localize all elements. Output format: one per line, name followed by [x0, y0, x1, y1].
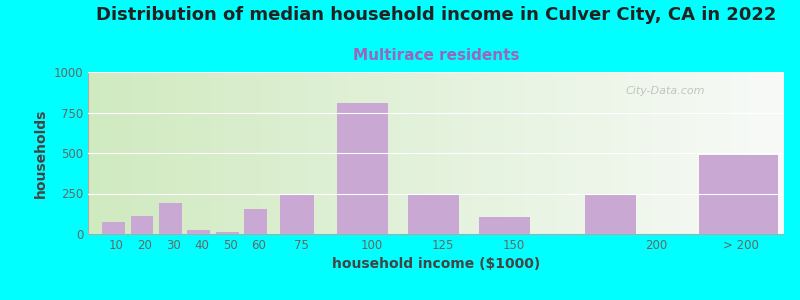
Bar: [337, 103, 388, 234]
Text: Multirace residents: Multirace residents: [353, 48, 519, 63]
Bar: [280, 194, 314, 234]
Bar: [585, 194, 636, 234]
Bar: [478, 217, 530, 234]
Bar: [130, 216, 154, 234]
Bar: [187, 230, 210, 234]
Bar: [159, 203, 182, 234]
Text: Distribution of median household income in Culver City, CA in 2022: Distribution of median household income …: [96, 6, 776, 24]
Bar: [698, 154, 778, 234]
Y-axis label: households: households: [34, 108, 48, 198]
Text: City-Data.com: City-Data.com: [626, 86, 706, 96]
Bar: [244, 209, 267, 234]
Bar: [407, 194, 458, 234]
X-axis label: household income ($1000): household income ($1000): [332, 257, 540, 272]
Bar: [102, 222, 125, 234]
Bar: [216, 232, 238, 234]
